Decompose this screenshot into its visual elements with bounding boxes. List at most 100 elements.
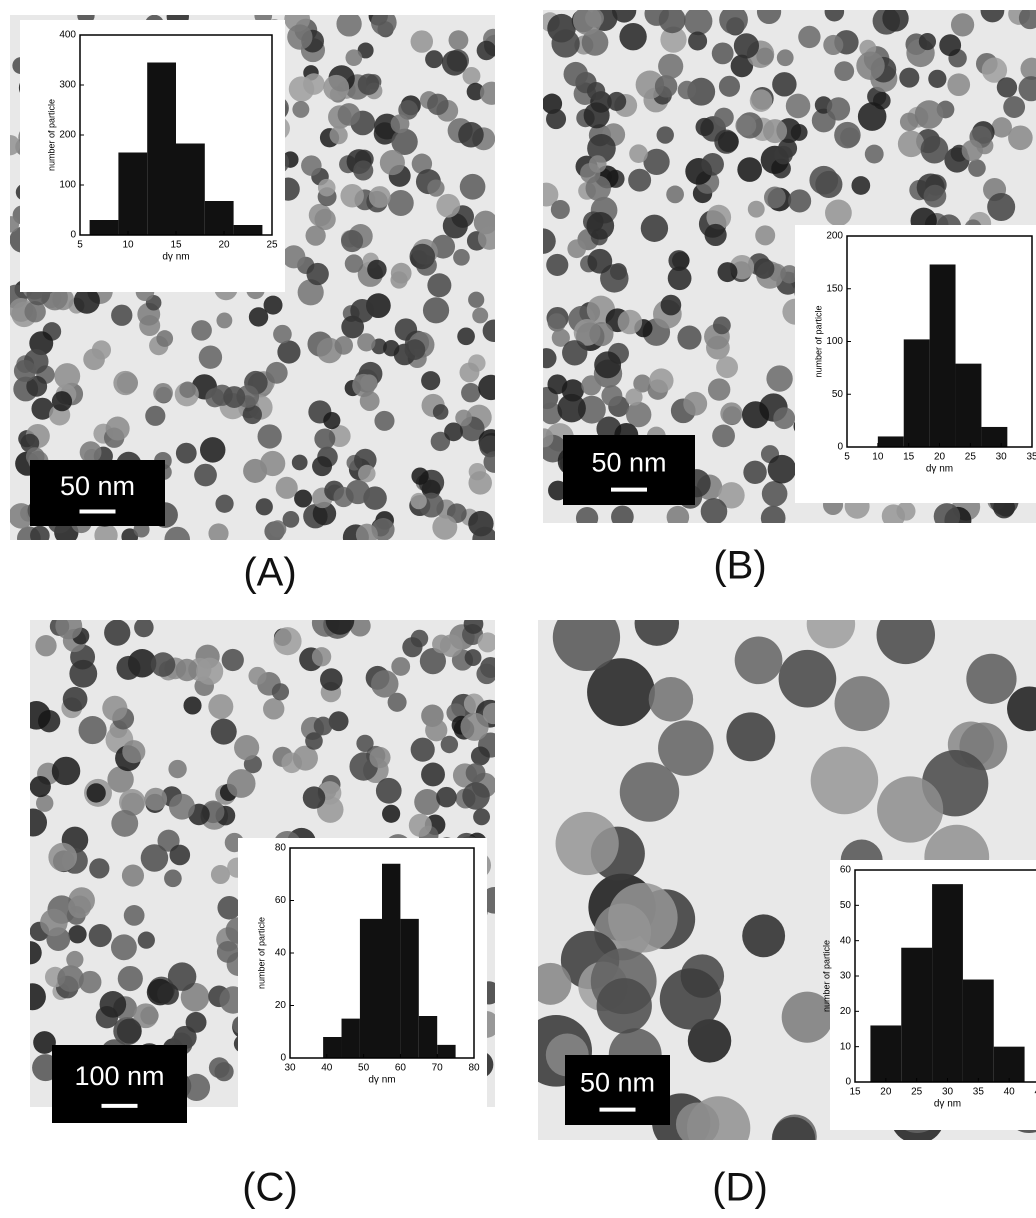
particle — [700, 498, 728, 523]
particle — [430, 431, 451, 452]
particle — [180, 982, 210, 1012]
particle — [538, 962, 572, 1005]
y-tick-label: 0 — [280, 1053, 286, 1064]
particle — [427, 93, 449, 116]
particle — [234, 735, 260, 761]
histogram-bar — [901, 947, 933, 1082]
particle — [961, 139, 983, 162]
x-tick-label: 40 — [321, 1063, 333, 1074]
particle — [712, 424, 735, 448]
particle — [643, 148, 670, 176]
particle — [320, 668, 343, 691]
particle — [587, 658, 655, 727]
particle — [933, 503, 961, 523]
panel-label: (A) — [243, 551, 296, 595]
particle — [31, 397, 54, 420]
particle — [756, 10, 782, 25]
histogram-bar — [89, 220, 119, 235]
particle — [306, 262, 329, 286]
particle — [735, 115, 757, 136]
particle — [153, 383, 173, 403]
particle — [1008, 125, 1033, 151]
particle — [116, 1018, 142, 1044]
y-tick-label: 0 — [837, 442, 843, 453]
particle — [367, 259, 387, 280]
particle — [292, 100, 310, 118]
y-tick-label: 40 — [840, 935, 852, 946]
particle — [111, 809, 139, 837]
particle — [371, 670, 399, 698]
scale-bar-label: 50 nm — [60, 471, 135, 501]
particle — [294, 489, 313, 508]
particle — [440, 735, 459, 754]
particle — [30, 983, 46, 1011]
particle — [619, 22, 647, 51]
particle — [260, 450, 286, 477]
particle — [991, 117, 1012, 138]
x-tick-label: 40 — [1004, 1087, 1016, 1098]
particle — [340, 184, 364, 208]
particle — [588, 155, 607, 173]
particle — [704, 223, 727, 247]
particle — [656, 126, 674, 144]
particle — [86, 783, 106, 803]
particle — [771, 1117, 816, 1140]
particle — [448, 30, 469, 51]
x-tick-label: 15 — [903, 452, 915, 463]
x-axis-label: dγ nm — [926, 464, 953, 475]
particle — [55, 620, 83, 640]
x-axis-label: dγ nm — [368, 1075, 395, 1086]
particle — [99, 991, 127, 1018]
particle — [720, 402, 743, 425]
scale-bar-label: 100 nm — [74, 1061, 164, 1091]
particle — [834, 61, 855, 82]
particle — [572, 10, 602, 35]
particle — [478, 374, 495, 401]
particle — [468, 291, 485, 308]
particle — [208, 694, 234, 720]
particle — [928, 69, 947, 88]
x-tick-label: 10 — [872, 452, 884, 463]
particle — [35, 635, 57, 657]
y-tick-label: 200 — [826, 231, 843, 242]
particle — [766, 365, 793, 392]
particle — [477, 632, 495, 653]
particle — [421, 371, 441, 391]
histogram-bar — [147, 62, 176, 235]
particle — [455, 409, 472, 427]
particle — [706, 204, 732, 230]
x-tick-label: 25 — [266, 240, 278, 251]
particle — [634, 620, 680, 646]
y-tick-label: 0 — [845, 1077, 851, 1088]
particle — [111, 304, 133, 326]
particle — [358, 464, 376, 483]
particle — [857, 102, 887, 131]
particle — [477, 226, 495, 250]
x-tick-label: 20 — [880, 1087, 892, 1098]
histogram-bar — [233, 225, 263, 235]
x-tick-label: 30 — [284, 1063, 296, 1074]
particle — [88, 923, 112, 948]
particle — [345, 479, 371, 505]
particle — [117, 965, 143, 992]
particle — [314, 208, 336, 231]
particle — [882, 10, 909, 32]
particle — [36, 794, 54, 812]
particle — [51, 756, 81, 786]
particle — [24, 301, 46, 323]
particle — [459, 173, 486, 200]
particle — [248, 666, 267, 685]
particle — [164, 869, 182, 888]
particle — [648, 677, 694, 722]
particle — [410, 492, 427, 510]
particle — [29, 331, 54, 356]
y-tick-label: 20 — [275, 1000, 287, 1011]
particle — [743, 460, 767, 485]
particle — [341, 229, 364, 253]
particle — [920, 135, 949, 164]
particle — [596, 978, 652, 1034]
particle — [344, 254, 364, 273]
particle — [265, 361, 288, 384]
particle — [409, 243, 436, 270]
particle — [196, 657, 224, 685]
